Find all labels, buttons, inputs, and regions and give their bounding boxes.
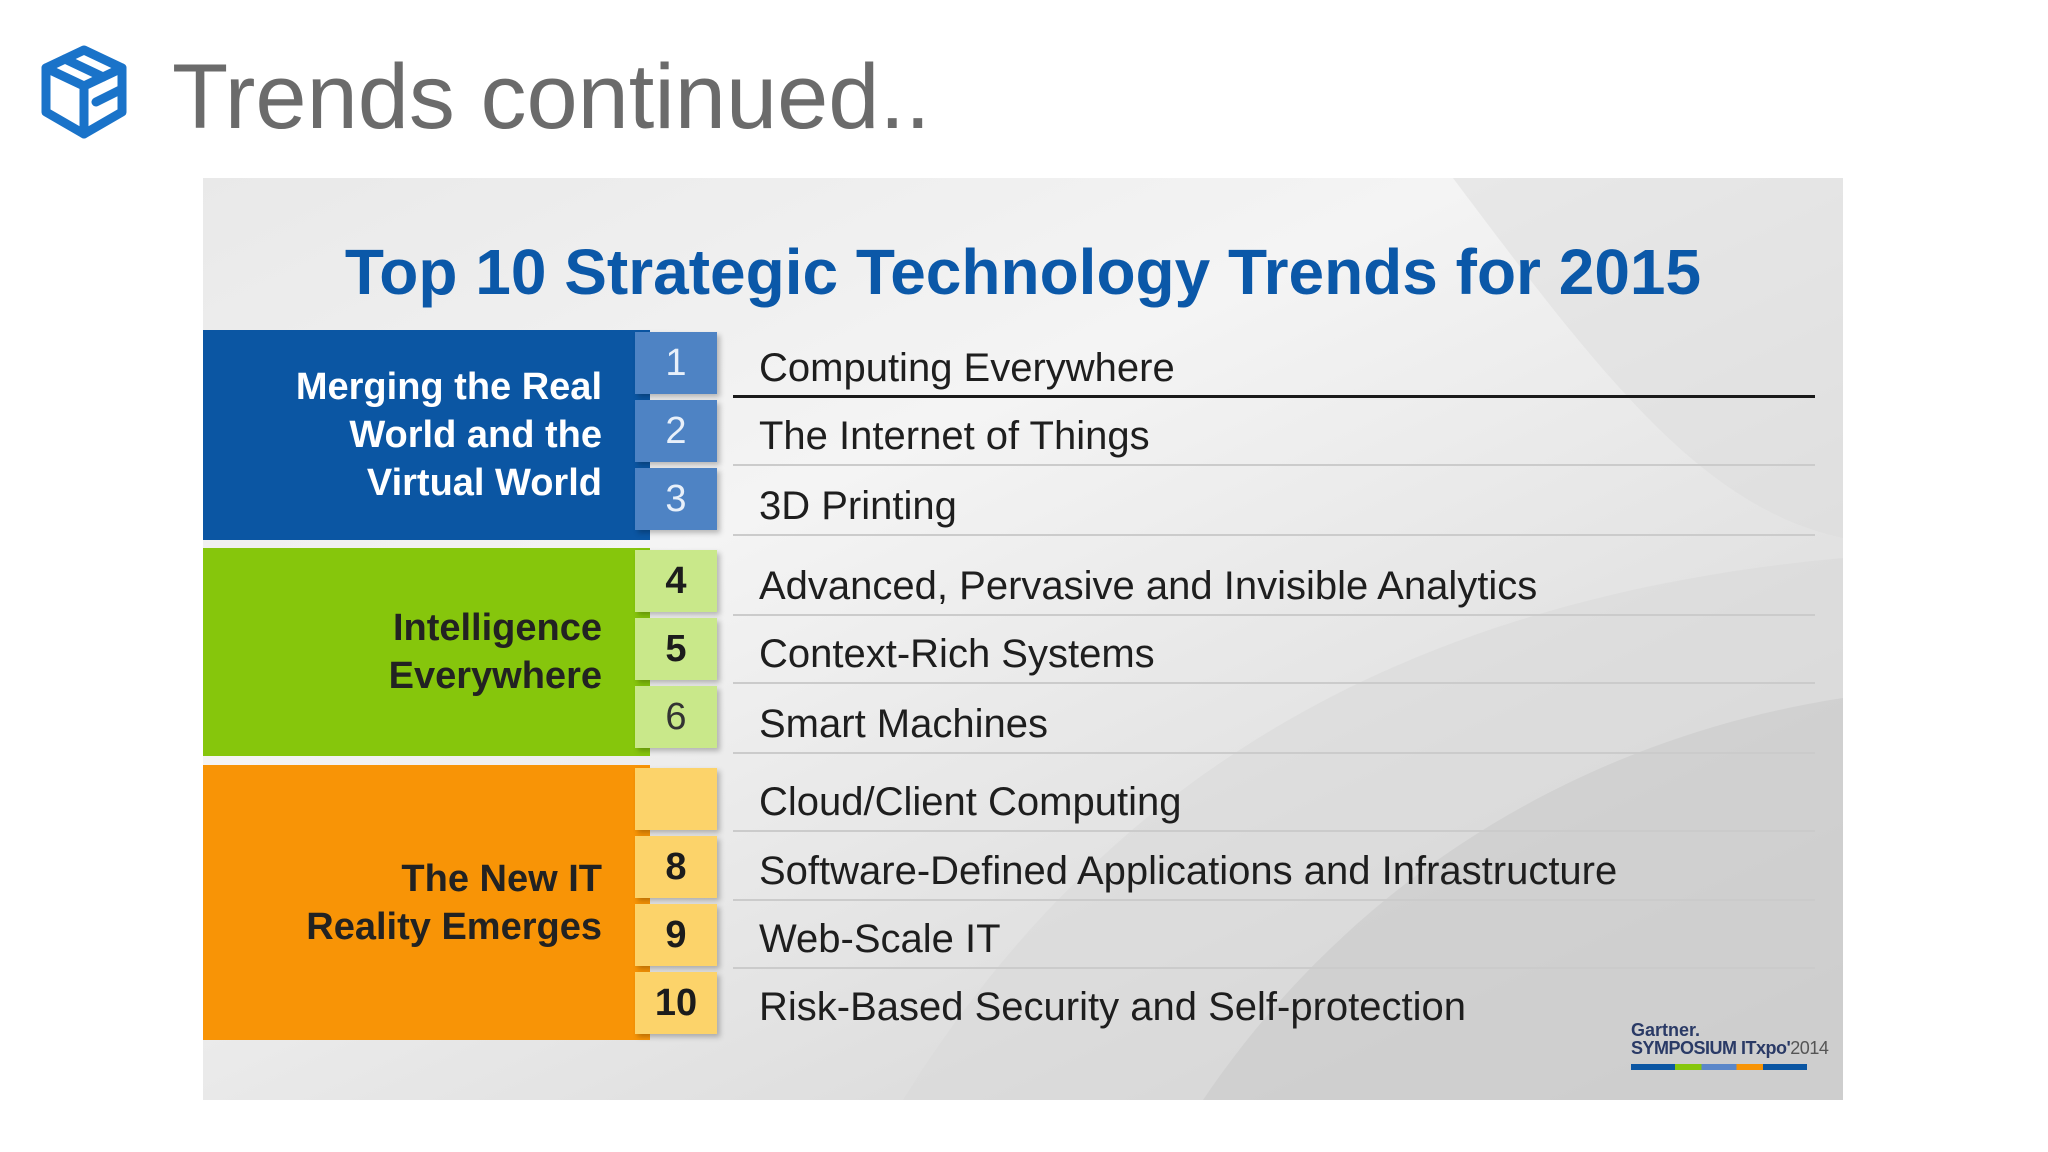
gartner-symposium-badge: Gartner. SYMPOSIUM ITxpo'2014: [1627, 1020, 1829, 1076]
trend-text: Context-Rich Systems: [759, 632, 1155, 676]
trend-text: Smart Machines: [759, 702, 1048, 746]
trend-number: 8: [635, 836, 717, 898]
trend-text: Software-Defined Applications and Infras…: [759, 849, 1618, 893]
category-label-line: Intelligence: [392, 607, 602, 649]
category-merging-real-virtual: Merging the Real World and the Virtual W…: [203, 330, 650, 540]
list-item: Computing Everywhere: [733, 330, 1815, 398]
symposium-year: 2014: [1790, 1038, 1829, 1058]
list-item: The Internet of Things: [733, 398, 1815, 466]
background-swirl: [903, 178, 1843, 1100]
category-label-line: Everywhere: [388, 655, 602, 697]
category-label-line: Reality Emerges: [306, 905, 602, 948]
page-title: Trends continued..: [172, 46, 931, 148]
trend-number: [635, 768, 717, 830]
gartner-brand: Gartner.: [1631, 1020, 1701, 1040]
trend-text: Risk-Based Security and Self-protection: [759, 985, 1466, 1029]
category-intelligence-everywhere: Intelligence Everywhere: [203, 548, 650, 756]
trend-text: The Internet of Things: [759, 414, 1150, 458]
trend-number: 5: [635, 618, 717, 680]
symposium-event: SYMPOSIUM ITxpo: [1631, 1038, 1787, 1058]
list-item: Context-Rich Systems: [733, 616, 1815, 684]
list-item: Cloud/Client Computing: [733, 764, 1815, 832]
trend-number: 10: [635, 972, 717, 1034]
category-new-it-reality: The New IT Reality Emerges: [203, 765, 650, 1040]
trend-text: Cloud/Client Computing: [759, 780, 1182, 824]
trend-text: 3D Printing: [759, 484, 957, 528]
category-label-line: The New IT: [401, 857, 602, 900]
category-label-line: Merging the Real: [295, 366, 602, 408]
trends-panel: Top 10 Strategic Technology Trends for 2…: [203, 178, 1843, 1100]
trend-number: 1: [635, 332, 717, 394]
category-label-line: Virtual World: [366, 462, 602, 504]
list-item: Advanced, Pervasive and Invisible Analyt…: [733, 548, 1815, 616]
panel-title: Top 10 Strategic Technology Trends for 2…: [344, 236, 1702, 308]
list-item: Software-Defined Applications and Infras…: [733, 833, 1815, 901]
list-item: Risk-Based Security and Self-protection: [733, 969, 1815, 1037]
trend-number: 3: [635, 468, 717, 530]
trend-text: Web-Scale IT: [759, 917, 1001, 961]
trend-number: 9: [635, 904, 717, 966]
list-item: Smart Machines: [733, 686, 1815, 754]
cube-stack-icon: [41, 45, 127, 139]
trend-number: 2: [635, 400, 717, 462]
trend-text: Computing Everywhere: [759, 346, 1175, 390]
badge-color-bar: [1631, 1064, 1807, 1070]
symposium-label: SYMPOSIUM ITxpo'2014: [1631, 1038, 1829, 1058]
trend-number: 6: [635, 686, 717, 748]
list-item: 3D Printing: [733, 468, 1815, 536]
trend-number: 4: [635, 550, 717, 612]
trend-text: Advanced, Pervasive and Invisible Analyt…: [759, 564, 1538, 608]
list-item: Web-Scale IT: [733, 901, 1815, 969]
category-label-line: World and the: [349, 414, 602, 456]
